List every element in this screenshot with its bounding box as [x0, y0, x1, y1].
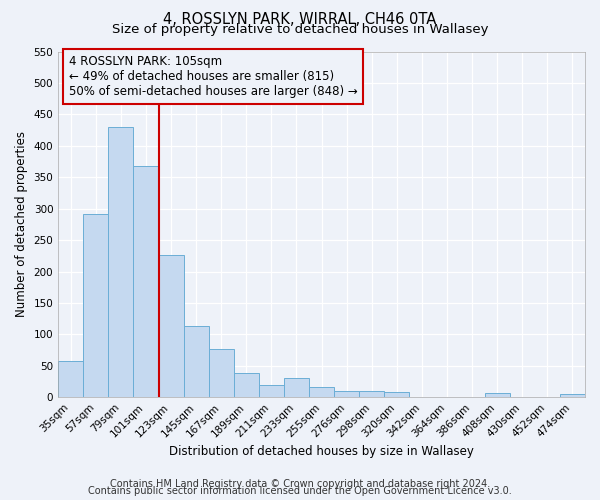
Bar — [334, 391, 359, 397]
Bar — [359, 391, 385, 397]
Bar — [158, 255, 184, 397]
Text: 4, ROSSLYN PARK, WIRRAL, CH46 0TA: 4, ROSSLYN PARK, WIRRAL, CH46 0TA — [163, 12, 437, 28]
Text: Size of property relative to detached houses in Wallasey: Size of property relative to detached ho… — [112, 22, 488, 36]
Bar — [284, 378, 309, 397]
Bar — [83, 214, 109, 397]
Text: Contains HM Land Registry data © Crown copyright and database right 2024.: Contains HM Land Registry data © Crown c… — [110, 479, 490, 489]
Bar — [184, 326, 209, 397]
Text: 4 ROSSLYN PARK: 105sqm
← 49% of detached houses are smaller (815)
50% of semi-de: 4 ROSSLYN PARK: 105sqm ← 49% of detached… — [69, 55, 358, 98]
Bar — [133, 166, 158, 397]
Bar — [309, 386, 334, 397]
Bar — [109, 127, 133, 397]
Bar — [485, 394, 510, 397]
Bar — [234, 374, 259, 397]
Bar — [560, 394, 585, 397]
Bar — [259, 384, 284, 397]
Bar — [385, 392, 409, 397]
Y-axis label: Number of detached properties: Number of detached properties — [15, 132, 28, 318]
Text: Contains public sector information licensed under the Open Government Licence v3: Contains public sector information licen… — [88, 486, 512, 496]
Bar — [209, 350, 234, 397]
X-axis label: Distribution of detached houses by size in Wallasey: Distribution of detached houses by size … — [169, 444, 474, 458]
Bar — [58, 362, 83, 397]
